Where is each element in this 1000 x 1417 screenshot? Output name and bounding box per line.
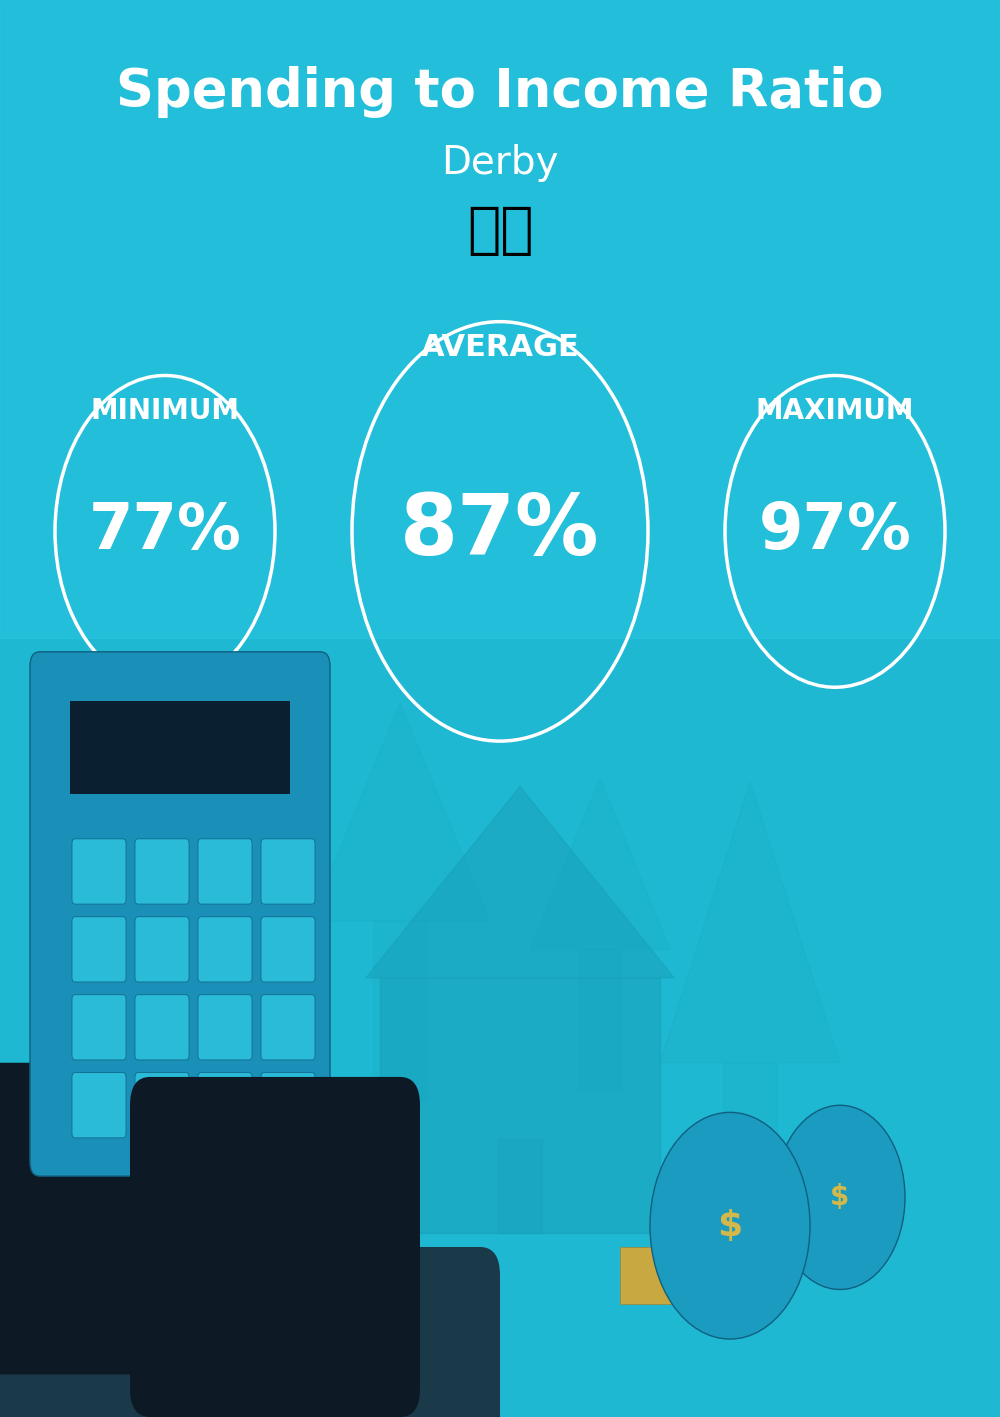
Text: 🇬🇧: 🇬🇧 (467, 204, 533, 258)
FancyBboxPatch shape (130, 1077, 420, 1417)
FancyBboxPatch shape (135, 1073, 189, 1138)
Polygon shape (310, 703, 490, 921)
Polygon shape (366, 786, 674, 978)
Circle shape (775, 1105, 905, 1289)
Bar (0, 0, 1000, 638)
FancyBboxPatch shape (198, 995, 252, 1060)
Text: 87%: 87% (400, 490, 600, 572)
Bar (723, 1063, 777, 1292)
Circle shape (650, 1112, 810, 1339)
FancyBboxPatch shape (0, 1219, 250, 1417)
Bar (373, 921, 427, 1100)
Polygon shape (660, 782, 840, 1063)
FancyBboxPatch shape (160, 1247, 500, 1417)
Text: MAXIMUM: MAXIMUM (756, 397, 914, 425)
FancyBboxPatch shape (261, 1073, 315, 1138)
FancyBboxPatch shape (72, 839, 126, 904)
FancyBboxPatch shape (261, 917, 315, 982)
Text: $: $ (830, 1183, 850, 1212)
Polygon shape (530, 778, 670, 949)
Bar (498, 1139, 542, 1233)
FancyBboxPatch shape (135, 917, 189, 982)
Bar (380, 978, 660, 1233)
Text: Spending to Income Ratio: Spending to Income Ratio (116, 67, 884, 118)
Text: 97%: 97% (759, 500, 911, 563)
Text: $: $ (717, 1209, 743, 1243)
Text: MINIMUM: MINIMUM (90, 397, 240, 425)
Bar (620, 1247, 760, 1304)
Text: AVERAGE: AVERAGE (421, 333, 579, 361)
FancyBboxPatch shape (72, 995, 126, 1060)
Bar (579, 949, 621, 1090)
FancyBboxPatch shape (261, 839, 315, 904)
Bar (70, 701, 290, 794)
Text: Derby: Derby (441, 145, 559, 181)
Text: 77%: 77% (89, 500, 241, 563)
FancyBboxPatch shape (0, 1063, 220, 1374)
FancyBboxPatch shape (72, 1073, 126, 1138)
FancyBboxPatch shape (198, 839, 252, 904)
FancyBboxPatch shape (261, 995, 315, 1060)
FancyBboxPatch shape (198, 1073, 252, 1138)
FancyBboxPatch shape (30, 652, 330, 1176)
FancyBboxPatch shape (135, 839, 189, 904)
FancyBboxPatch shape (72, 917, 126, 982)
FancyBboxPatch shape (135, 995, 189, 1060)
FancyBboxPatch shape (198, 917, 252, 982)
